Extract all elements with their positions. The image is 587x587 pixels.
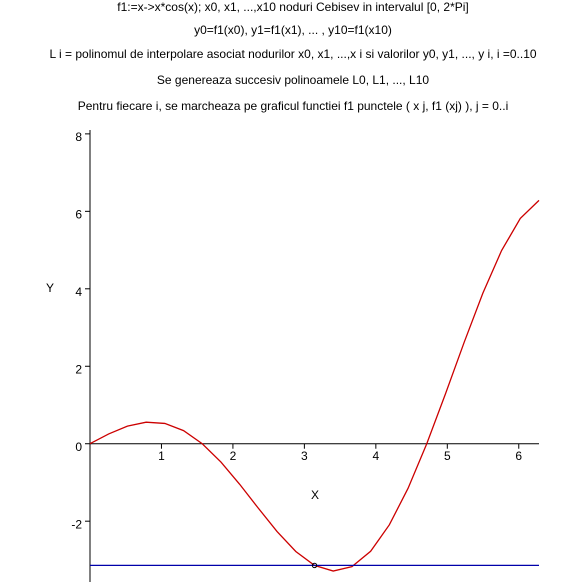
x-tick-label: 3 [301, 449, 308, 463]
title-line: f1:=x->x*cos(x); x0, x1, ...,x10 noduri … [117, 0, 469, 14]
x-tick-label: 4 [372, 449, 379, 463]
y-tick-label: 6 [75, 208, 82, 222]
y-tick-label: 4 [75, 285, 82, 299]
y-tick-label: 2 [75, 362, 82, 376]
x-axis-label: X [311, 488, 319, 502]
x-tick-label: 2 [230, 449, 237, 463]
line-series [89, 199, 540, 572]
y-tick-label: -2 [71, 517, 82, 531]
title-line: Pentru fiecare i, se marcheaza pe grafic… [78, 99, 509, 113]
y-tick-label: 8 [75, 130, 82, 144]
y-tick-label: 0 [75, 440, 82, 454]
y-axis-label: Y [46, 281, 54, 295]
x-tick-label: 1 [158, 449, 165, 463]
x-tick-label: 5 [444, 449, 451, 463]
title-line: Se genereaza succesiv polinoamele L0, L1… [157, 73, 430, 87]
x-tick-label: 6 [515, 449, 522, 463]
node-point [311, 562, 318, 569]
title-line: L i = polinomul de interpolare asociat n… [49, 47, 536, 61]
title-line: y0=f1(x0), y1=f1(x1), ... , y10=f1(x10) [194, 23, 392, 37]
